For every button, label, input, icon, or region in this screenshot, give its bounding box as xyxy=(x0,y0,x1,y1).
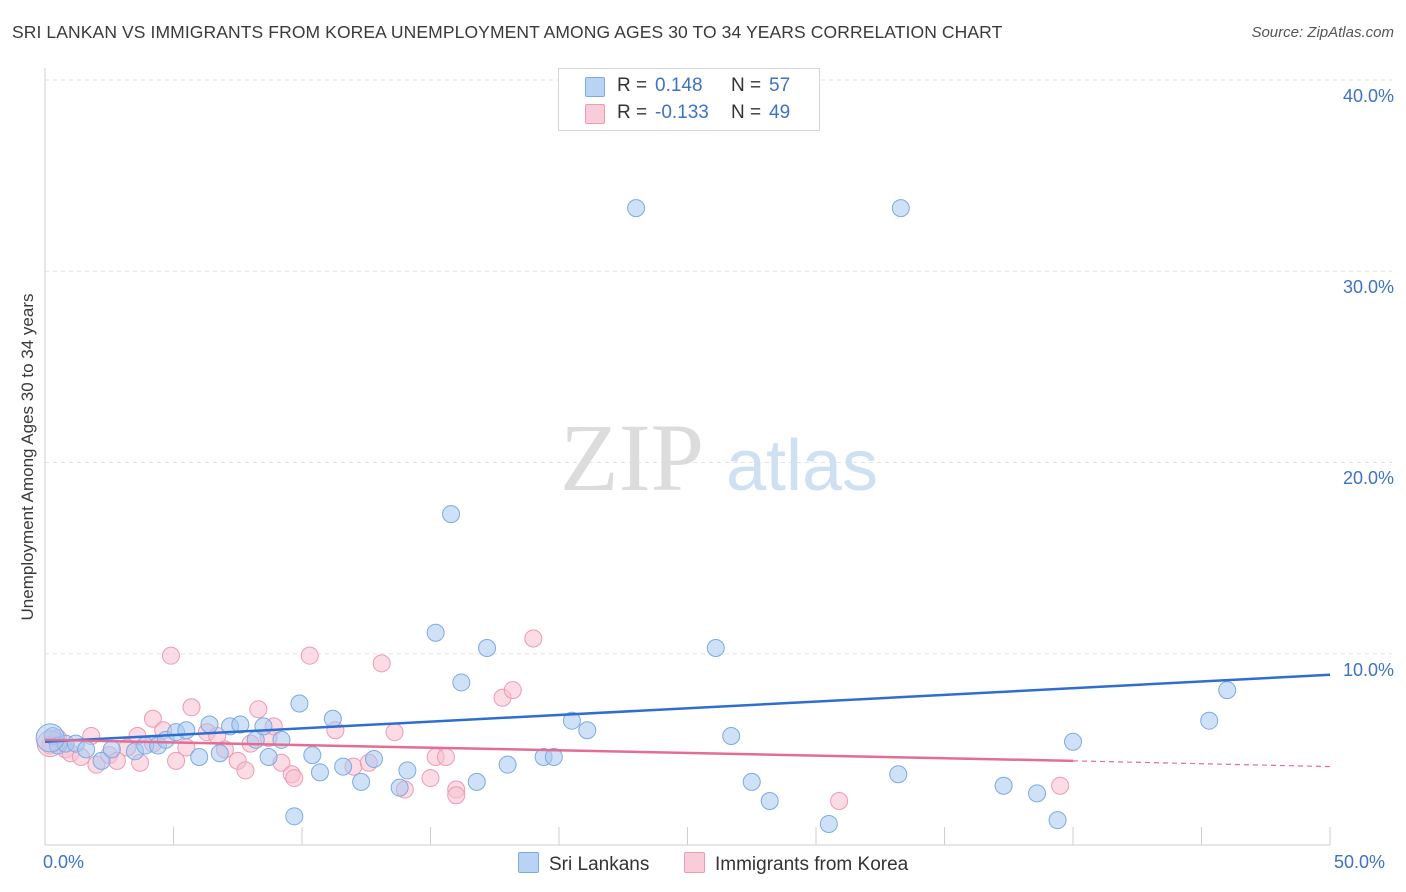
sri-lankan-point-55 xyxy=(1218,681,1237,700)
sri-lankan-point-43 xyxy=(706,639,725,658)
bottom-legend-label: Immigrants from Korea xyxy=(715,854,909,875)
sri-lankan-point-46 xyxy=(760,792,779,811)
sri-lankan-point-44 xyxy=(722,726,741,745)
korea-point-40 xyxy=(436,748,455,767)
watermark-atlas: atlas xyxy=(726,426,878,506)
y-tick-30: 30.0% xyxy=(1342,277,1394,297)
sri-lankan-point-33 xyxy=(442,505,461,524)
korea-point-36 xyxy=(385,723,404,742)
sri-lankan-point-36 xyxy=(478,639,497,658)
watermark: ZIP atlas xyxy=(560,404,878,511)
korea-point-16 xyxy=(167,751,186,770)
sri-lankan-point-52 xyxy=(1048,811,1067,830)
korea-point-35 xyxy=(372,654,391,673)
korea-point-15 xyxy=(161,646,180,665)
sri-lankan-trend-line xyxy=(44,673,1331,743)
sri-lankan-point-22 xyxy=(285,807,304,826)
x-tick-max: 50.0% xyxy=(1334,852,1386,872)
sri-lankan-point-15 xyxy=(210,744,229,763)
korea-points xyxy=(36,629,1070,811)
watermark-zip: ZIP xyxy=(560,404,704,511)
sri-lankan-point-26 xyxy=(323,709,342,728)
correlation-legend: R = 0.148 N = 57 R = -0.133 N = 49 xyxy=(558,68,820,131)
sri-lankan-point-47 xyxy=(819,814,838,833)
sri-lankan-point-34 xyxy=(452,673,471,692)
sri-lankan-point-28 xyxy=(352,772,371,791)
korea-trend-extension xyxy=(1072,760,1331,768)
source-credit: Source: ZipAtlas.com xyxy=(1251,24,1394,41)
sri-lankan-point-20 xyxy=(259,748,278,767)
sri-lankan-point-45 xyxy=(742,772,761,791)
korea-point-46 xyxy=(830,792,849,811)
sri-lankan-point-5 xyxy=(92,751,111,770)
sri-lankan-point-42 xyxy=(627,199,646,218)
sri-lankan-point-29 xyxy=(364,749,383,768)
sri-lankan-point-37 xyxy=(498,755,517,774)
sri-lankan-point-17 xyxy=(231,715,250,734)
sri-lankan-point-32 xyxy=(426,623,445,642)
chart-title: SRI LANKAN VS IMMIGRANTS FROM KOREA UNEM… xyxy=(12,22,1003,42)
sri-lankan-point-51 xyxy=(1028,784,1047,803)
legend-r-value: -0.133 xyxy=(655,102,709,123)
bottom-legend-swatch-blue xyxy=(518,852,539,873)
sri-lankan-point-19 xyxy=(254,717,273,736)
sri-lankan-point-35 xyxy=(467,772,486,791)
korea-point-42 xyxy=(447,786,466,805)
korea-point-18 xyxy=(182,698,201,717)
korea-trend-line xyxy=(44,738,1074,763)
sri-lankan-point-53 xyxy=(1064,732,1082,751)
korea-point-13 xyxy=(143,709,162,728)
legend-swatch-pink xyxy=(585,104,605,124)
sri-lankan-point-30 xyxy=(390,778,409,797)
x-tick-min: 0.0% xyxy=(43,852,85,872)
legend-n-label: N = xyxy=(731,75,762,96)
korea-point-45 xyxy=(524,629,543,648)
sri-lankan-point-39 xyxy=(544,748,563,767)
korea-point-47 xyxy=(1051,776,1070,795)
korea-point-31 xyxy=(300,646,319,665)
sri-lankan-point-24 xyxy=(303,746,322,765)
sri-lankan-point-12 xyxy=(177,721,196,740)
sri-lankan-point-40 xyxy=(562,711,581,730)
sri-lankan-point-31 xyxy=(398,761,417,780)
sri-lankan-point-27 xyxy=(334,757,353,776)
legend-n-label: N = xyxy=(731,102,762,123)
trend-lines xyxy=(44,673,1331,768)
legend-r-label: R = xyxy=(617,102,648,123)
korea-point-23 xyxy=(236,761,255,780)
sri-lankan-point-54 xyxy=(1200,711,1219,730)
y-tick-10: 10.0% xyxy=(1342,660,1394,680)
korea-point-44 xyxy=(503,681,522,700)
sri-lankan-point-48 xyxy=(891,199,910,218)
legend-r-value: 0.148 xyxy=(655,75,703,96)
legend-n-value: 57 xyxy=(769,75,791,96)
korea-point-30 xyxy=(285,769,304,788)
legend-n-value: 49 xyxy=(769,102,791,123)
bottom-legend-sri-lankans[interactable]: Sri Lankans xyxy=(518,852,649,876)
sri-lankan-point-41 xyxy=(578,721,597,740)
sri-lankan-point-origin xyxy=(35,723,65,753)
sri-lankan-point-25 xyxy=(310,763,329,782)
sri-lankan-point-50 xyxy=(994,776,1013,795)
bottom-legend-korea[interactable]: Immigrants from Korea xyxy=(684,852,908,876)
legend-r-label: R = xyxy=(617,75,648,96)
sri-lankan-point-23 xyxy=(290,694,309,713)
sri-lankan-point-4 xyxy=(77,740,96,759)
sri-lankan-point-14 xyxy=(200,715,219,734)
y-tick-40: 40.0% xyxy=(1342,86,1394,106)
korea-point-38 xyxy=(421,769,440,788)
gridlines xyxy=(45,79,1392,655)
y-tick-20: 20.0% xyxy=(1342,468,1394,488)
bottom-legend-swatch-pink xyxy=(684,852,705,873)
legend-swatch-blue xyxy=(585,77,605,97)
axes xyxy=(44,68,1331,846)
bottom-legend-label: Sri Lankans xyxy=(549,854,650,875)
sri-lankan-point-6 xyxy=(102,740,121,759)
sri-lankan-point-49 xyxy=(889,765,908,784)
sri-lankan-point-13 xyxy=(190,748,209,767)
korea-point-25 xyxy=(249,700,268,719)
